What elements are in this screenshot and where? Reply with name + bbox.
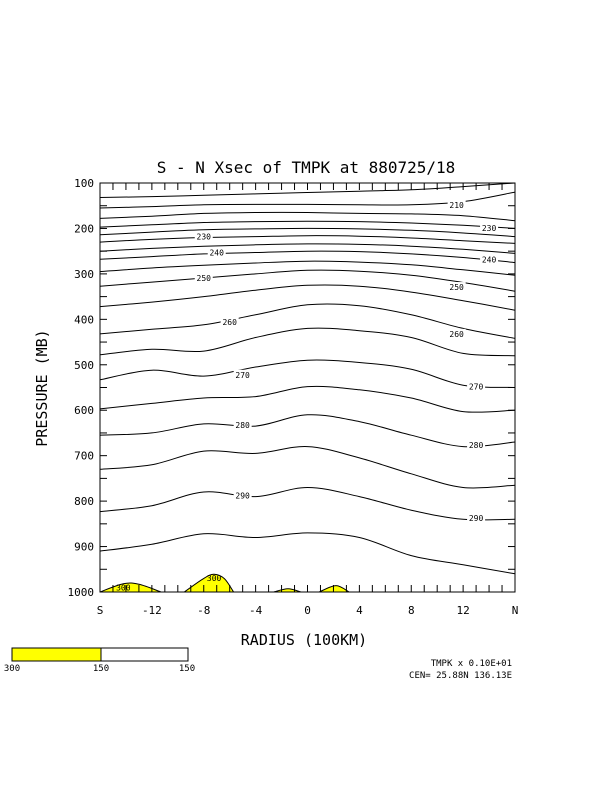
contour-label-11: 280 (235, 421, 250, 430)
contour-label-0: 210 (449, 201, 464, 210)
contour-label-6: 250 (449, 283, 464, 292)
contour-label-12: 280 (469, 441, 484, 450)
y-tick-labels: 100 200 300 400 500 600 700 800 900 1000 (68, 177, 95, 599)
contour-label-3: 240 (209, 249, 224, 258)
chart-title: S - N Xsec of TMPK at 880725/18 (157, 158, 456, 177)
contour-label-10: 270 (469, 383, 484, 392)
center-note: CEN= 25.88N 136.13E (409, 671, 512, 681)
contour-label-bg (447, 199, 466, 209)
y-tick-label-700: 700 (74, 450, 94, 463)
contour-220 (99, 220, 516, 229)
y-tick-label-100: 100 (74, 177, 94, 190)
contour-215 (99, 211, 516, 222)
contour-255 (99, 284, 516, 311)
x-tick-label-N: N (512, 604, 519, 617)
contour-205 (99, 182, 516, 198)
x-tick-labels: S -12 -8 -4 0 4 8 12 N (97, 604, 519, 617)
y-tick-label-1000: 1000 (68, 586, 95, 599)
contour-label-bg (207, 247, 226, 257)
contour-285 (99, 446, 516, 489)
contour-label-14: 290 (469, 514, 484, 523)
contour-label-bg (194, 231, 213, 241)
contour-label-bg (447, 328, 466, 338)
contour-label-7: 260 (222, 318, 237, 327)
x-tick-label-12: 12 (457, 604, 470, 617)
contour-label-bg (220, 317, 239, 327)
filled-region-3 (319, 585, 350, 593)
colorbar: 300 150 150 (4, 647, 195, 674)
contour-225 (99, 227, 516, 238)
y-tick-label-500: 500 (74, 359, 94, 372)
filled-region-1 (182, 573, 235, 593)
contour-label-bg (233, 419, 252, 429)
contour-265 (99, 327, 516, 357)
contour-label-bg (467, 512, 486, 522)
contour-260 (99, 303, 516, 339)
contour-290 (99, 486, 516, 521)
contour-label-15: 300 (116, 583, 131, 592)
colorbar-swatch-yellow (11, 647, 102, 662)
y-tick-label-200: 200 (74, 222, 94, 235)
contour-label-bg (480, 254, 499, 264)
contour-270 (99, 359, 516, 388)
contour-250 (99, 269, 516, 292)
x-tick-label--12: -12 (142, 604, 162, 617)
contour-label-4: 240 (482, 255, 497, 264)
x-tick-label--8: -8 (197, 604, 210, 617)
contour-label-5: 250 (197, 274, 212, 283)
y-tick-label-900: 900 (74, 541, 94, 554)
x-tick-label-S: S (97, 604, 104, 617)
colorbar-label-right: 150 (179, 664, 195, 674)
y-axis-label: PRESSURE (MB) (33, 329, 51, 446)
x-tick-label-0: 0 (304, 604, 311, 617)
contour-label-bg (233, 490, 252, 500)
contour-295 (99, 532, 516, 575)
filled-region-group (99, 573, 350, 593)
contour-230 (99, 235, 516, 244)
contour-label-bg (480, 222, 499, 232)
filled-region-0 (99, 582, 162, 593)
contour-labels: 210 230 230 240 240 250 250 260 260 270 270 280 280 2… (116, 199, 499, 592)
contour-label-bg (467, 381, 486, 391)
contour-275 (99, 385, 516, 413)
contour-label-9: 270 (235, 371, 250, 380)
contour-label-bg (447, 282, 466, 292)
contour-label-1: 230 (197, 233, 212, 242)
y-tick-label-400: 400 (74, 313, 94, 326)
y-tick-label-300: 300 (74, 268, 94, 281)
contour-label-bg (467, 440, 486, 450)
colorbar-swatch-white (100, 647, 189, 662)
contour-label-16: 300 (207, 574, 222, 583)
x-tick-label-4: 4 (356, 604, 363, 617)
colorbar-label-left: 300 (4, 664, 20, 674)
contour-label-2: 230 (482, 224, 497, 233)
contour-240 (99, 250, 516, 263)
colorbar-label-mid: 150 (93, 664, 109, 674)
contour-label-8: 260 (449, 330, 464, 339)
contour-280 (99, 414, 516, 448)
scale-note: TMPK x 0.10E+01 (431, 659, 512, 669)
contour-label-bg (194, 272, 213, 282)
y-tick-label-800: 800 (74, 495, 94, 508)
contour-lines (99, 182, 516, 575)
x-tick-label-8: 8 (408, 604, 415, 617)
contour-235 (99, 243, 516, 254)
contour-label-13: 290 (235, 492, 250, 501)
x-tick-label--4: -4 (249, 604, 263, 617)
y-tick-label-600: 600 (74, 404, 94, 417)
contour-245 (99, 260, 516, 276)
contour-label-bg (233, 369, 252, 379)
axis-ticks (99, 182, 516, 593)
x-axis-label: RADIUS (100KM) (241, 631, 367, 649)
